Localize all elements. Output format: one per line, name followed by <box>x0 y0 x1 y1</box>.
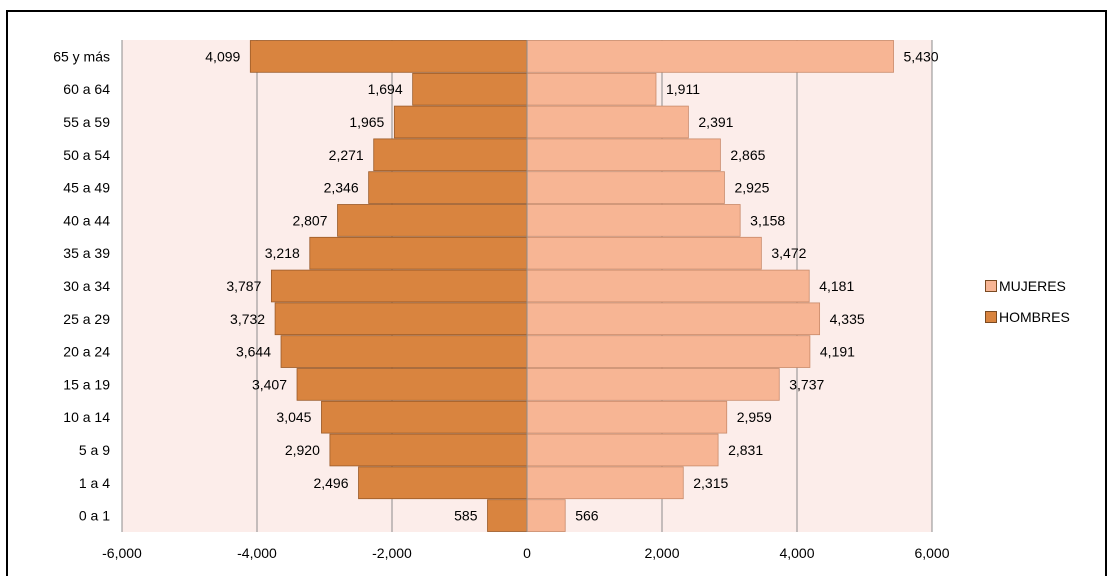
bar-mujeres <box>526 368 780 401</box>
data-label-hombres: 3,407 <box>252 376 287 392</box>
y-tick-label: 40 a 44 <box>63 212 110 228</box>
bar-hombres <box>321 400 528 434</box>
bar-mujeres <box>526 269 810 303</box>
data-label-hombres: 2,807 <box>292 212 327 228</box>
bar-hombres <box>393 105 528 139</box>
bar-hombres <box>337 204 528 237</box>
bar-hombres <box>329 433 528 467</box>
bar-hombres <box>309 236 528 270</box>
data-label-mujeres: 3,737 <box>789 376 824 392</box>
data-label-mujeres: 4,191 <box>820 344 855 360</box>
data-label-mujeres: 5,430 <box>904 48 939 64</box>
data-label-mujeres: 3,472 <box>771 245 806 261</box>
bar-mujeres <box>526 105 689 139</box>
data-label-mujeres: 3,158 <box>750 212 785 228</box>
bar-hombres <box>270 269 528 303</box>
data-label-hombres: 1,965 <box>349 114 384 130</box>
data-label-hombres: 1,694 <box>368 81 403 97</box>
data-label-mujeres: 2,925 <box>734 180 769 196</box>
data-label-mujeres: 1,911 <box>666 81 700 97</box>
legend-swatch-mujeres <box>985 279 997 292</box>
data-label-hombres: 3,045 <box>276 409 311 425</box>
data-label-mujeres: 4,335 <box>830 311 865 327</box>
data-label-mujeres: 2,391 <box>698 114 733 130</box>
bar-mujeres <box>526 171 725 204</box>
bar-hombres <box>358 466 528 500</box>
data-label-hombres: 2,496 <box>313 475 348 491</box>
bar-mujeres <box>526 40 894 73</box>
data-label-mujeres: 2,831 <box>728 442 763 458</box>
bar-hombres <box>412 72 528 106</box>
data-label-mujeres: 2,959 <box>737 409 772 425</box>
bar-hombres <box>368 171 528 204</box>
data-label-hombres: 2,346 <box>324 180 359 196</box>
legend-swatch-hombres <box>985 310 997 323</box>
legend-label-hombres: HOMBRES <box>999 308 1070 325</box>
x-tick-label: -2,000 <box>372 545 412 561</box>
data-label-mujeres: 566 <box>575 508 599 524</box>
legend-label-mujeres: MUJERES <box>999 277 1066 294</box>
bar-mujeres <box>526 466 684 500</box>
data-label-hombres: 3,644 <box>236 344 271 360</box>
bar-hombres <box>280 335 528 368</box>
y-tick-label: 25 a 29 <box>63 311 110 327</box>
y-tick-label: 35 a 39 <box>63 245 110 261</box>
data-label-hombres: 3,732 <box>230 311 265 327</box>
data-label-hombres: 2,920 <box>285 442 320 458</box>
bar-mujeres <box>526 72 657 106</box>
data-label-mujeres: 2,315 <box>693 475 728 491</box>
y-tick-label: 5 a 9 <box>79 442 110 458</box>
bar-mujeres <box>526 499 566 532</box>
x-tick-label: 4,000 <box>779 545 814 561</box>
bar-mujeres <box>526 335 811 368</box>
legend: MUJERES HOMBRES <box>985 270 1070 332</box>
bar-hombres <box>249 40 528 73</box>
y-tick-label: 1 a 4 <box>79 475 110 491</box>
data-label-hombres: 4,099 <box>205 48 240 64</box>
data-label-hombres: 3,787 <box>226 278 261 294</box>
data-label-mujeres: 4,181 <box>819 278 854 294</box>
bar-mujeres <box>526 400 728 434</box>
y-tick-label: 45 a 49 <box>63 180 110 196</box>
legend-item-hombres: HOMBRES <box>985 301 1070 332</box>
bar-mujeres <box>526 138 721 172</box>
y-tick-label: 55 a 59 <box>63 114 110 130</box>
bar-hombres <box>296 368 528 401</box>
y-tick-label: 65 y más <box>53 48 110 64</box>
y-tick-label: 20 a 24 <box>63 344 110 360</box>
data-label-hombres: 2,271 <box>329 147 364 163</box>
x-tick-label: 6,000 <box>914 545 949 561</box>
x-tick-label: 0 <box>523 545 531 561</box>
x-tick-label: -6,000 <box>102 545 142 561</box>
y-tick-label: 15 a 19 <box>63 376 110 392</box>
data-label-mujeres: 2,865 <box>730 147 765 163</box>
y-tick-label: 30 a 34 <box>63 278 110 294</box>
bar-mujeres <box>526 302 821 336</box>
x-tick-label: 2,000 <box>644 545 679 561</box>
bar-mujeres <box>526 204 741 237</box>
bar-hombres <box>487 499 528 532</box>
legend-item-mujeres: MUJERES <box>985 270 1070 301</box>
data-label-hombres: 585 <box>454 508 478 524</box>
y-tick-label: 0 a 1 <box>79 508 110 524</box>
bar-hombres <box>274 302 528 336</box>
x-tick-label: -4,000 <box>237 545 277 561</box>
bar-mujeres <box>526 236 762 270</box>
bar-mujeres <box>526 433 719 467</box>
bar-hombres <box>373 138 528 172</box>
y-tick-label: 50 a 54 <box>63 147 110 163</box>
y-tick-label: 10 a 14 <box>63 409 110 425</box>
y-tick-label: 60 a 64 <box>63 81 110 97</box>
data-label-hombres: 3,218 <box>265 245 300 261</box>
